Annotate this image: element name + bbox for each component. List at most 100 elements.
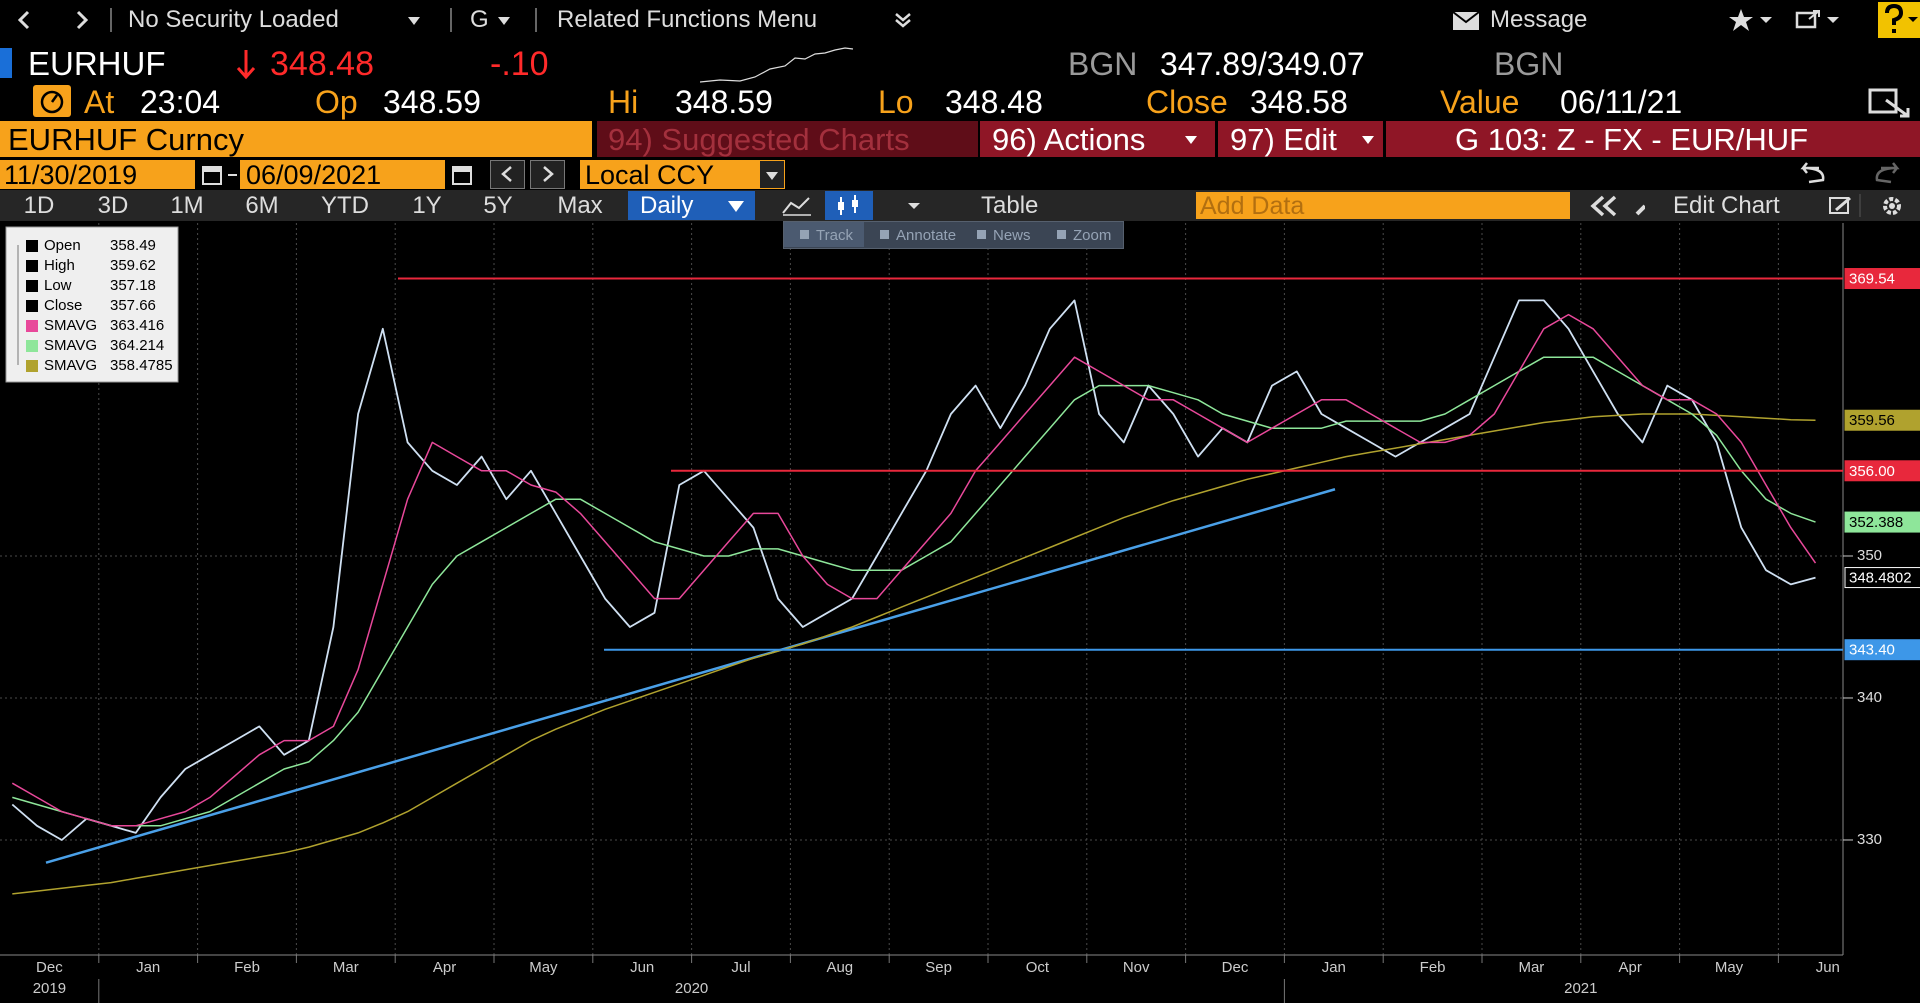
level-tag [1844,268,1920,290]
edit-chart-button[interactable]: Edit Chart [1673,192,1780,219]
legend-value: 357.18 [110,277,156,294]
nav-arrows[interactable] [14,8,94,32]
ask-source: BGN [1494,46,1564,82]
security-menu[interactable]: No Security Loaded [128,6,339,33]
security-marker [0,48,12,78]
message-button[interactable]: Message [1490,6,1588,33]
calendar-icon[interactable] [450,163,474,187]
chart-tool[interactable]: Track [816,227,853,244]
legend-name: Low [44,277,72,294]
chart-settings-icons[interactable] [1822,192,1920,219]
track-tool-highlight [784,222,864,247]
legend-swatch [26,340,38,352]
add-data-field[interactable] [1196,192,1570,219]
price-line [11,299,1816,841]
g-menu[interactable]: G [470,6,489,33]
legend-name: SMAVG [44,317,97,334]
level-tag [1844,639,1920,661]
year-label: 2019 [33,980,66,997]
end-date: 06/09/2021 [246,160,382,190]
suggested-charts-button[interactable] [597,121,978,157]
x-tick-label: Sep [925,959,952,976]
add-data: Add Data [1200,192,1305,220]
range-button[interactable]: 1D [23,192,55,219]
value-date: 06/11/21 [1560,84,1683,120]
chart-id-bar [1386,121,1920,157]
table-button[interactable]: Table [981,192,1039,219]
chart-style-buttons[interactable] [775,191,935,220]
separator [535,8,537,32]
currency-field[interactable] [580,160,785,189]
year-label: 2021 [1564,980,1597,997]
edit-button[interactable] [1218,121,1383,157]
range-button[interactable]: YTD [321,192,369,219]
legend-value: 363.416 [110,317,164,334]
legend-value: 359.62 [110,257,156,274]
x-tick-label: Dec [36,959,63,976]
period: Daily [640,192,694,219]
down-arrow [236,50,256,80]
date-step-buttons[interactable] [490,160,568,189]
chart-tool[interactable]: Zoom [1073,227,1112,244]
close: 348.58 [1250,84,1348,120]
tool-icon [1057,230,1066,239]
actions-button[interactable] [980,121,1215,157]
end-date-field[interactable] [240,160,445,189]
tool-icon [800,230,809,239]
x-tick-label: Jun [1816,959,1840,976]
level-tag-label: 343.40 [1849,642,1895,659]
value-tag [1844,511,1920,533]
calendar-icon[interactable] [200,163,224,187]
value-tag-label: 348.4802 [1849,570,1912,587]
caret [766,172,778,180]
window-icon[interactable] [1795,7,1850,33]
range-button[interactable]: 5Y [483,192,513,219]
start-date-field[interactable] [0,160,195,189]
x-tick-label: Mar [1518,959,1544,976]
collapse-icon[interactable] [1585,192,1645,219]
value-tag [1844,409,1920,431]
value-tag-label: 359.56 [1849,412,1895,429]
related-functions-menu[interactable]: Related Functions Menu [557,6,818,33]
range-bar [0,190,1920,221]
gauge-icon [33,85,71,117]
chart-tool[interactable]: News [993,227,1031,244]
range-button[interactable]: 1M [170,192,204,219]
range-button[interactable]: 6M [245,192,279,219]
level-tag [1844,460,1920,482]
value-tag-label: 352.388 [1849,514,1903,531]
close-label: Close [1146,84,1228,120]
x-tick-label: Mar [333,959,359,976]
range-button[interactable]: Max [557,192,603,219]
caret [408,17,420,25]
y-tick-label: 350 [1857,547,1882,564]
time: 23:04 [140,84,221,120]
bid-source: BGN [1068,46,1138,82]
security-field[interactable] [0,121,592,157]
level-tag-label: 369.54 [1849,270,1895,287]
bid-ask: 347.89/349.07 [1160,46,1365,82]
help-button[interactable] [1878,2,1920,38]
envelope-icon [1452,11,1480,30]
start-date: 11/30/2019 [4,160,138,190]
x-tick-label: Nov [1123,959,1150,976]
date-dash [228,174,237,176]
legend-swatch [26,320,38,332]
x-tick-label: Dec [1222,959,1249,976]
expand-icon [895,13,911,28]
range-button[interactable]: 1Y [412,192,442,219]
range-button[interactable]: 3D [97,192,129,219]
price-change: -.10 [490,45,549,83]
moving-average-line [12,413,1816,895]
undo-redo[interactable] [1795,160,1915,189]
chart-tool[interactable]: Annotate [896,227,957,244]
caret [728,201,744,212]
x-tick-label: May [529,959,558,976]
x-tick-label: Oct [1026,959,1050,976]
last-price: 348.48 [270,45,374,83]
export-icon[interactable] [1868,86,1912,118]
legend-value: 357.66 [110,297,156,314]
favorites-icon[interactable] [1728,7,1788,33]
